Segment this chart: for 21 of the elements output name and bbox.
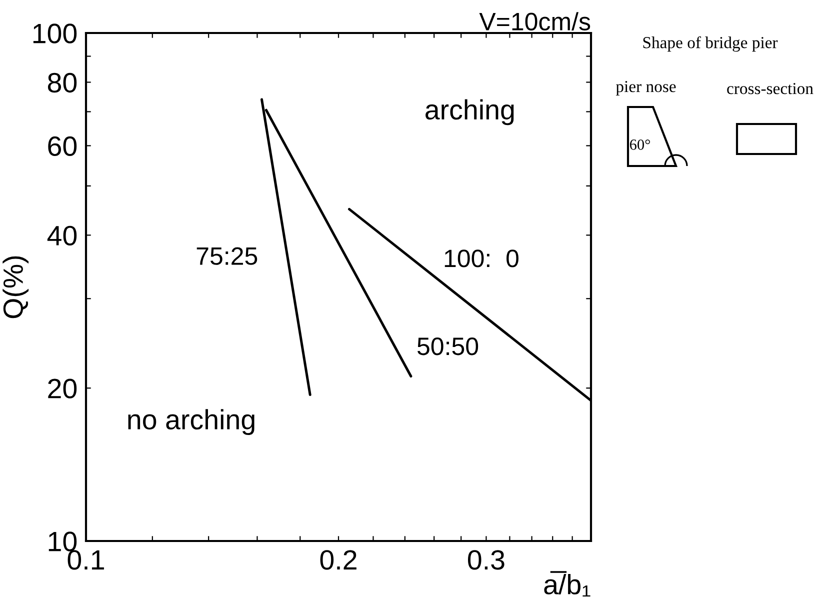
text: Shape of bridge pier (643, 36, 778, 52)
y-axis-title: Q(%) (2, 256, 29, 318)
x-tick-label: 0.2 (320, 550, 356, 570)
annotation: arching (426, 99, 514, 126)
y-tick-label: 20 (48, 378, 77, 398)
annotation: no arching (128, 409, 254, 436)
y-tick-label: 10 (48, 532, 77, 552)
text: 60° (630, 140, 650, 150)
y-tick-label: 80 (48, 72, 77, 93)
y-tick-label: 60 (48, 136, 77, 156)
chart-title: V=10cm/s (479, 12, 590, 30)
series-label: 75:25 (196, 247, 258, 265)
x-tick-label: 0.1 (68, 550, 104, 570)
text: pier nose (616, 80, 676, 96)
x-tick-label: 0.3 (468, 550, 504, 570)
series-label: 100: 0 (444, 250, 518, 268)
series-label: 50:50 (417, 337, 478, 356)
text: cross-section (727, 82, 814, 94)
y-tick-label: 100 (33, 24, 77, 44)
x-axis-title: a̅/b₁ (544, 571, 590, 597)
y-tick-label: 40 (47, 226, 77, 246)
